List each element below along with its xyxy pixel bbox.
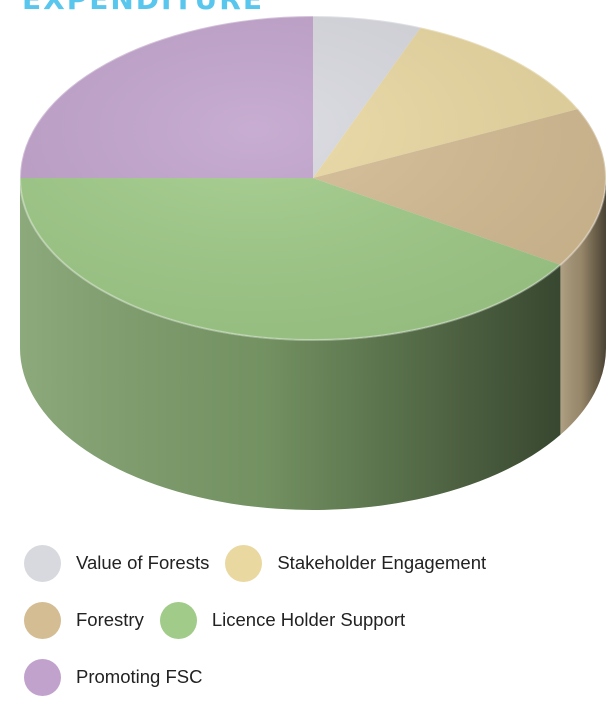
legend-label: Stakeholder Engagement: [277, 552, 487, 573]
pie-side-shading: [560, 178, 606, 435]
legend-label: Value of Forests: [76, 552, 210, 573]
pie-top-rim: [19, 15, 607, 341]
legend-swatch: [24, 544, 61, 582]
legend-label: Promoting FSC: [76, 666, 203, 687]
legend-item-value-of-forests: Value of Forests: [24, 544, 210, 582]
legend-row: Forestry Licence Holder Support: [24, 600, 594, 640]
page-title: EXPENDITURE: [22, 0, 264, 14]
pie-side-shading: [19, 178, 561, 510]
legend-row: Promoting FSC: [24, 657, 594, 697]
pie-chart: [19, 15, 607, 510]
legend-item-forestry: Forestry: [24, 601, 144, 639]
pie-top: [19, 15, 607, 341]
legend-swatch: [159, 601, 197, 639]
legend-swatch: [225, 544, 263, 582]
legend-label: Forestry: [76, 609, 144, 630]
chart-legend: Value of Forests Stakeholder Engagement …: [24, 543, 594, 714]
legend-item-promoting-fsc: Promoting FSC: [24, 658, 203, 696]
legend-label: Licence Holder Support: [211, 609, 406, 630]
legend-swatch: [24, 658, 61, 696]
legend-swatch: [24, 601, 61, 639]
legend-item-licence-holder-support: Licence Holder Support: [159, 601, 406, 639]
pie-side: [19, 178, 606, 510]
legend-item-stakeholder-engagement: Stakeholder Engagement: [225, 544, 487, 582]
legend-row: Value of Forests Stakeholder Engagement: [24, 543, 594, 583]
